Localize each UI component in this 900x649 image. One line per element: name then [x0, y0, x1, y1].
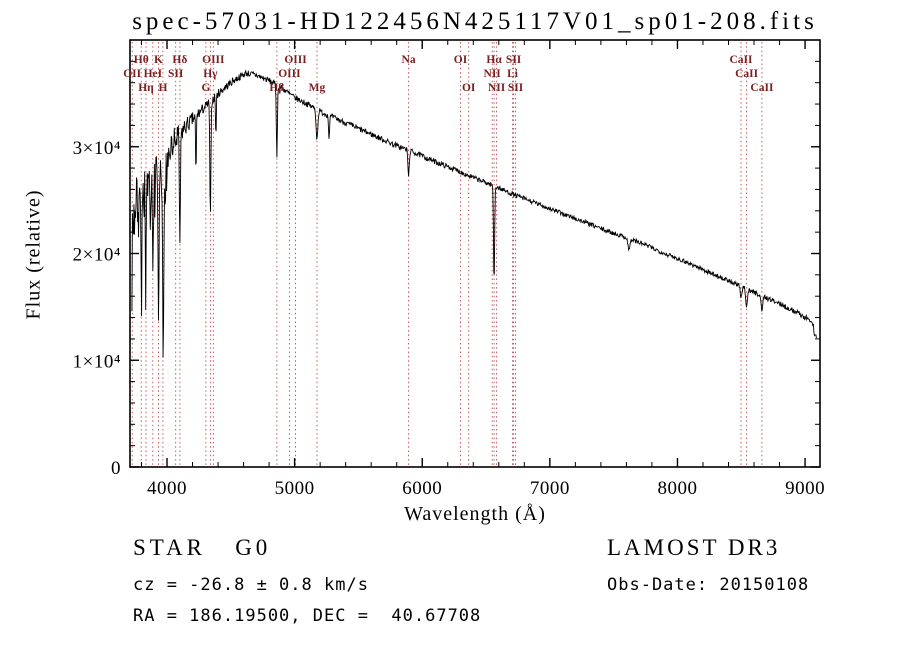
spectral-marker-label: Hγ — [203, 68, 218, 80]
obs-date-label: Obs-Date: 20150108 — [607, 575, 810, 595]
spectral-marker-label: H — [158, 82, 167, 94]
spectral-marker-label: CaII — [750, 82, 774, 94]
spectral-marker-label: Hθ — [134, 54, 149, 66]
y-tick-label: 0 — [111, 458, 121, 479]
x-tick-label: 6000 — [402, 478, 442, 499]
y-tick-label: 1×10⁴ — [73, 351, 121, 372]
spectral-marker-label: Hβ — [269, 82, 284, 94]
spectral-marker-label: OIII — [202, 54, 225, 66]
spectral-marker-label: Hη — [138, 82, 154, 94]
coordinates-label: RA = 186.19500, DEC = 40.67708 — [133, 606, 482, 626]
y-axis: 0 1×10⁴ 2×10⁴ 3×10⁴ — [73, 60, 820, 479]
plot-title: spec-57031-HD122456N425117V01_sp01-208.f… — [132, 8, 818, 35]
spectral-marker-label: OI — [462, 82, 476, 94]
y-axis-title: Flux (relative) — [22, 189, 45, 320]
x-axis: 4000 5000 6000 7000 8000 9000 — [140, 40, 825, 499]
spectral-marker-label: HeI — [144, 68, 163, 80]
spectral-marker-label: Hα — [486, 54, 502, 66]
spectral-marker-label: CaII — [735, 68, 759, 80]
spectral-marker-label: Hδ — [172, 54, 187, 66]
plot-frame — [129, 39, 821, 468]
y-tick-label: 3×10⁴ — [73, 138, 121, 159]
survey-label: LAMOST DR3 — [607, 535, 781, 560]
spectral-marker-label: CaII — [730, 54, 754, 66]
spectral-marker-label: SII — [508, 82, 524, 94]
x-tick-label: 5000 — [275, 478, 315, 499]
x-tick-label: 8000 — [657, 478, 697, 499]
y-tick-label: 2×10⁴ — [73, 245, 121, 266]
spectral-line-markers — [131, 42, 763, 466]
spectral-marker-label: Na — [402, 54, 416, 66]
spectral-marker-label: G — [201, 82, 210, 94]
spectral-marker-label: SII — [506, 54, 522, 66]
spectral-marker-label: SII — [168, 68, 184, 80]
radial-velocity-label: cz = -26.8 ± 0.8 km/s — [133, 575, 369, 595]
x-tick-label: 4000 — [147, 478, 187, 499]
spectral-marker-label: OIII — [284, 54, 307, 66]
spectral-marker-label: OII — [123, 68, 141, 80]
x-tick-label: 7000 — [530, 478, 570, 499]
spectral-marker-label: Li — [507, 68, 519, 80]
spectral-marker-label: OIII — [278, 68, 301, 80]
spectral-marker-label: Mg — [309, 82, 326, 94]
object-class-label: STAR G0 — [133, 535, 272, 560]
spectral-marker-label: K — [154, 54, 163, 66]
x-tick-label: 9000 — [785, 478, 825, 499]
spectral-marker-label: OI — [454, 54, 468, 66]
spectrum-trace — [131, 69, 817, 358]
x-axis-title: Wavelength (Å) — [404, 503, 546, 525]
spectral-marker-label: NII — [488, 82, 506, 94]
spectral-marker-label: NII — [484, 68, 502, 80]
